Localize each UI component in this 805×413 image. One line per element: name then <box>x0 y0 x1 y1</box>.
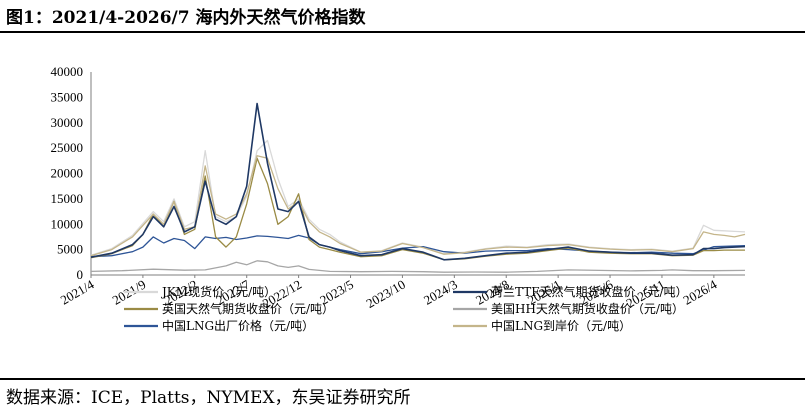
y-tick-label: 35000 <box>51 89 84 104</box>
legend-label: 中国LNG出厂价格（元/吨） <box>162 318 314 333</box>
legend-label: 美国HH天然气期货收盘价（元/吨） <box>491 301 684 316</box>
top-rule <box>0 31 805 33</box>
series-line-5 <box>90 155 746 257</box>
y-tick-label: 25000 <box>51 140 84 155</box>
y-tick-label: 5000 <box>57 242 83 257</box>
y-tick-label: 20000 <box>51 166 84 181</box>
series-line-3 <box>90 260 746 273</box>
y-tick-label: 30000 <box>51 115 84 130</box>
y-tick-label: 10000 <box>51 216 84 231</box>
legend-label: 荷兰TTF天然气期货收盘价（元/吨） <box>491 284 688 299</box>
legend-label: 英国天然气期货收盘价（元/吨） <box>162 301 334 316</box>
series-line-1 <box>90 102 746 261</box>
series-lines <box>90 102 746 273</box>
y-tick-label: 0 <box>77 267 84 282</box>
chart-title: 图1：2021/4-2026/7 海内外天然气价格指数 <box>6 8 366 28</box>
y-tick-label: 40000 <box>51 64 84 79</box>
plot-area: 0 5000 10000 15000 20000 25000 30000 35000 40000… <box>51 64 746 311</box>
bottom-rule <box>0 378 805 380</box>
chart: 0 5000 10000 15000 20000 25000 30000 35000 40000… <box>51 64 746 333</box>
x-tick-label: 2023/10 <box>364 277 408 311</box>
data-source-note: 数据来源：ICE，Platts，NYMEX，东吴证券研究所 <box>6 388 411 408</box>
y-tick-labels: 0 5000 10000 15000 20000 25000 30000 35000 40000 <box>51 64 84 282</box>
series-line-0 <box>90 139 746 256</box>
legend-label: 中国LNG到岸价（元/吨） <box>491 318 631 333</box>
y-tick-label: 15000 <box>51 191 84 206</box>
legend: JKM现货价（元/吨） 荷兰TTF天然气期货收盘价（元/吨） 英国天然气期货收盘价（… <box>124 284 688 333</box>
legend-label: JKM现货价（元/吨） <box>160 284 276 299</box>
